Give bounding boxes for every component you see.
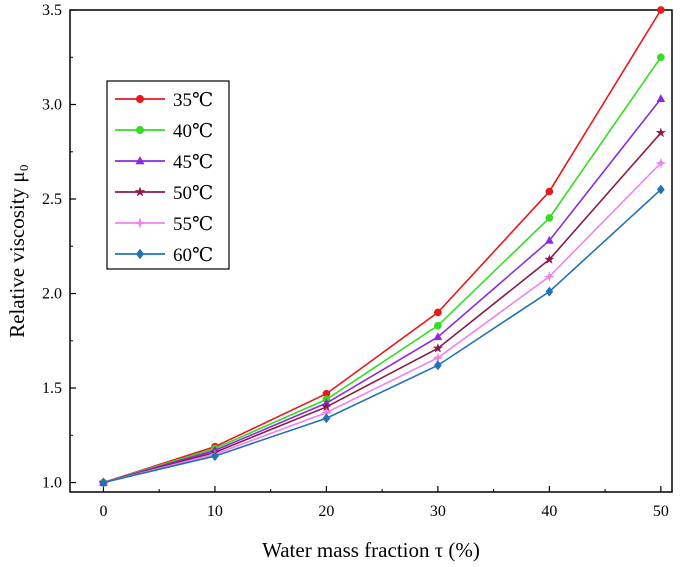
series-line — [103, 9, 662, 484]
x-tick-label: 30 — [430, 503, 446, 520]
y-tick-label: 1.0 — [42, 475, 62, 492]
legend-box — [106, 80, 230, 270]
series-line — [103, 162, 662, 484]
series-60℃ — [99, 184, 665, 488]
legend-label: 45℃ — [173, 152, 213, 173]
data-point — [432, 342, 444, 353]
data-point — [655, 157, 667, 169]
series-line — [103, 98, 662, 484]
series-line — [103, 132, 662, 484]
legend-marker — [135, 155, 145, 165]
plot-frame — [69, 9, 673, 493]
x-tick-label: 10 — [207, 503, 223, 520]
y-axis-title: Relative viscosity μ₀ — [5, 164, 29, 338]
legend-label: 35℃ — [173, 90, 213, 111]
data-point — [99, 477, 108, 488]
data-point — [433, 360, 442, 371]
legend-marker — [135, 94, 145, 104]
data-point — [545, 187, 554, 196]
data-point — [657, 6, 665, 14]
legend-marker — [135, 248, 145, 260]
legend-marker — [134, 186, 146, 197]
x-tick-label: 40 — [541, 503, 557, 520]
y-tick-label: 1.5 — [42, 380, 62, 397]
x-axis-title: Water mass fraction τ (%) — [262, 538, 480, 562]
data-point — [433, 332, 443, 341]
x-tick-label: 0 — [99, 503, 107, 520]
data-point — [656, 94, 666, 102]
data-point — [544, 254, 555, 264]
data-point — [655, 127, 667, 138]
y-tick-label: 3.5 — [42, 2, 62, 19]
data-point — [657, 53, 665, 62]
legend-label: 60℃ — [173, 245, 213, 266]
legend-label: 40℃ — [173, 121, 213, 142]
legend-item: 50℃ — [115, 183, 213, 204]
legend-item: 55℃ — [115, 214, 213, 235]
x-tick-label: 50 — [653, 503, 669, 520]
data-point — [545, 286, 554, 297]
legend-item: 45℃ — [115, 152, 213, 173]
data-point — [544, 235, 554, 244]
legend-label: 50℃ — [173, 183, 213, 204]
legend-marker — [135, 125, 145, 135]
data-point — [543, 271, 555, 283]
legend-item: 35℃ — [115, 90, 213, 111]
data-point — [656, 184, 665, 195]
series-line — [103, 188, 662, 484]
y-tick-label: 2.5 — [42, 191, 62, 208]
tick-labels: 0 10 20 30 40 50 1.0 1.5 2.0 2.5 3.0 3.5 — [42, 2, 669, 520]
series-layer — [97, 6, 667, 489]
data-point — [434, 308, 442, 317]
legend: 35℃ 40℃ 45℃ 50℃ 55℃ 60℃ — [106, 80, 230, 270]
data-point — [545, 214, 554, 222]
legend-item: 40℃ — [115, 121, 213, 142]
series-line — [103, 56, 662, 484]
legend-label: 55℃ — [173, 214, 213, 235]
y-tick-label: 2.0 — [42, 286, 62, 303]
legend-marker — [134, 217, 146, 229]
axis-ticks — [70, 9, 662, 492]
data-point — [434, 321, 442, 330]
y-tick-label: 3.0 — [42, 97, 62, 114]
data-point — [322, 413, 331, 424]
data-point — [211, 450, 219, 462]
legend-item: 60℃ — [115, 245, 213, 266]
x-tick-label: 20 — [318, 503, 334, 520]
